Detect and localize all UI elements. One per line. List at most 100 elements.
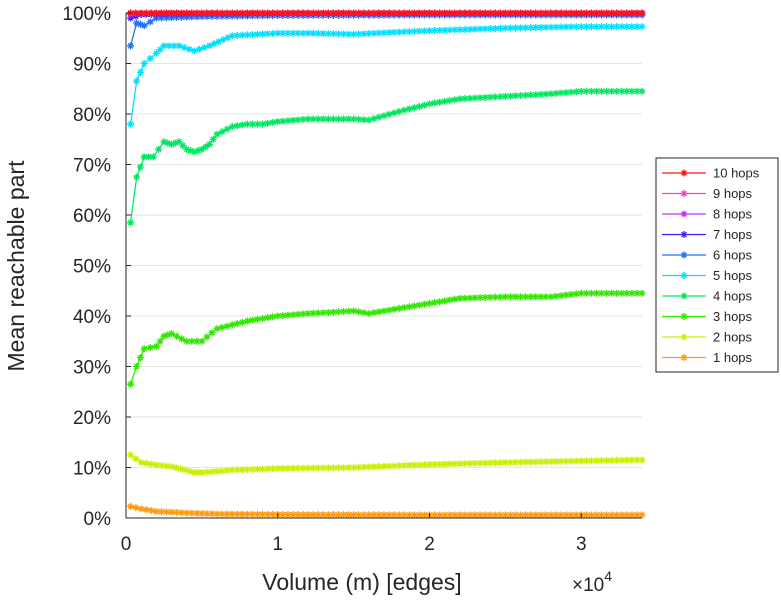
data-point-marker	[168, 9, 176, 17]
data-point-marker	[456, 460, 464, 468]
legend-item: 5 hops	[662, 268, 753, 283]
data-point-marker	[557, 292, 565, 300]
data-point-marker	[582, 511, 590, 519]
legend-item: 1 hops	[662, 350, 753, 365]
data-point-marker	[436, 460, 444, 468]
data-point-marker	[486, 25, 494, 33]
data-point-marker	[309, 9, 317, 17]
data-point-marker	[187, 147, 194, 155]
data-point-marker	[215, 38, 223, 46]
data-point-marker	[324, 30, 332, 38]
data-point-marker	[309, 29, 317, 37]
data-point-marker	[400, 28, 408, 36]
data-point-marker	[400, 9, 408, 17]
data-point-marker	[340, 308, 348, 316]
data-point-marker	[284, 117, 292, 125]
data-point-marker	[133, 173, 141, 181]
data-point-marker	[146, 54, 154, 62]
y-tick-label: 70%	[73, 156, 111, 177]
data-point-marker	[208, 9, 216, 17]
series-2-hops	[127, 451, 646, 477]
data-point-marker	[537, 90, 545, 98]
data-point-marker	[233, 31, 241, 39]
data-point-marker	[512, 458, 520, 466]
data-point-marker	[355, 308, 363, 316]
data-point-marker	[181, 466, 189, 474]
data-point-marker	[233, 466, 241, 474]
data-point-marker	[309, 309, 317, 317]
data-point-marker	[248, 465, 256, 473]
data-point-marker	[188, 337, 196, 345]
data-point-marker	[380, 462, 388, 470]
data-point-marker	[136, 163, 144, 171]
data-point-marker	[405, 303, 413, 311]
data-point-marker	[243, 510, 251, 518]
data-point-marker	[264, 30, 272, 38]
data-point-marker	[633, 23, 641, 31]
data-point-marker	[175, 138, 183, 146]
x-tick-label: 2	[424, 534, 435, 555]
data-point-marker	[340, 115, 348, 123]
data-point-marker	[142, 9, 150, 17]
data-point-marker	[608, 23, 616, 31]
data-point-marker	[334, 511, 342, 519]
data-point-marker	[466, 294, 474, 302]
data-point-marker	[562, 291, 570, 299]
data-point-marker	[628, 456, 636, 464]
data-point-marker	[152, 49, 160, 57]
data-point-marker	[340, 511, 348, 519]
data-point-marker	[501, 92, 509, 100]
data-point-marker	[633, 87, 641, 95]
data-point-marker	[350, 464, 358, 471]
data-point-marker	[299, 511, 307, 519]
data-point-marker	[431, 299, 439, 307]
data-point-marker	[431, 9, 439, 17]
data-point-marker	[577, 87, 585, 95]
data-point-marker	[542, 458, 550, 466]
data-point-marker	[680, 231, 688, 238]
data-point-marker	[608, 289, 616, 297]
data-point-marker	[385, 9, 393, 17]
data-point-marker	[506, 458, 514, 466]
data-point-marker	[572, 9, 580, 17]
data-point-marker	[279, 312, 287, 320]
legend-item: 10 hops	[662, 166, 760, 181]
data-point-marker	[228, 466, 236, 474]
data-point-marker	[375, 9, 383, 17]
data-point-marker	[400, 106, 408, 114]
data-point-marker	[436, 511, 444, 519]
data-point-marker	[400, 304, 408, 312]
data-point-marker	[243, 466, 251, 474]
data-point-marker	[577, 457, 585, 465]
data-point-marker	[152, 9, 160, 17]
data-point-marker	[582, 289, 590, 297]
data-point-marker	[213, 325, 221, 333]
data-point-marker	[537, 511, 545, 519]
data-point-marker	[420, 101, 428, 109]
data-point-marker	[269, 510, 277, 518]
data-point-marker	[193, 509, 201, 517]
data-point-marker	[140, 153, 148, 161]
data-point-marker	[522, 293, 530, 301]
data-point-marker	[233, 320, 241, 328]
data-point-marker	[223, 466, 231, 474]
x-tick-label: 3	[576, 534, 587, 555]
data-point-marker	[370, 309, 378, 317]
data-point-marker	[512, 92, 520, 100]
data-point-marker	[618, 9, 626, 17]
data-point-marker	[552, 89, 560, 97]
data-point-marker	[254, 30, 262, 38]
data-point-marker	[218, 510, 226, 518]
data-point-marker	[160, 138, 168, 146]
data-point-marker	[405, 461, 413, 469]
data-point-marker	[542, 23, 550, 31]
data-point-marker	[522, 458, 530, 466]
data-point-marker	[456, 9, 464, 17]
legend-label: 5 hops	[713, 268, 753, 283]
data-point-marker	[203, 333, 211, 341]
data-point-marker	[329, 464, 337, 472]
data-point-marker	[355, 463, 363, 471]
data-point-marker	[680, 169, 688, 177]
data-point-marker	[259, 9, 267, 17]
data-point-marker	[410, 104, 418, 112]
